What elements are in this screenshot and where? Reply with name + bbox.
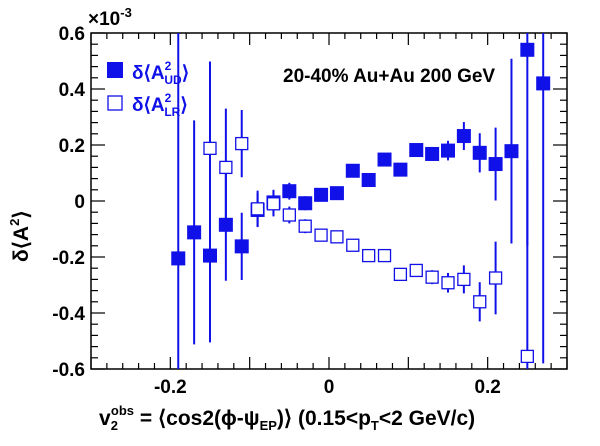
data-point-lr	[409, 263, 423, 278]
data-point-lr	[314, 228, 328, 242]
legend: δ⟨A2 UD⟩ δ⟨A2 LR⟩	[107, 59, 189, 119]
data-point-lr	[346, 238, 360, 252]
y-tick-label: -0.2	[52, 248, 85, 269]
data-point-lr	[298, 219, 312, 233]
data-point-lr	[457, 272, 471, 287]
y-axis-title: δ⟨A2⟩	[7, 210, 33, 262]
legend-marker-ud	[107, 62, 123, 78]
y-tick-label: -0.4	[52, 304, 85, 325]
data-point-ud	[393, 162, 408, 177]
data-point-ud	[345, 163, 360, 178]
data-point-ud	[488, 157, 503, 172]
data-point-ud	[377, 152, 392, 167]
data-point-ud	[171, 251, 186, 266]
data-point-ud	[456, 129, 471, 144]
x-tick-label: -0.2	[154, 377, 187, 398]
data-layer	[171, 33, 551, 369]
data-point-ud	[187, 225, 202, 240]
data-point-lr	[203, 141, 217, 156]
legend-label-lr: δ⟨A2 LR⟩	[132, 91, 188, 119]
x-tick-label: 0	[324, 377, 335, 398]
data-point-ud	[504, 144, 519, 159]
data-point-ud	[361, 173, 376, 187]
data-point-lr	[441, 276, 455, 290]
data-point-ud	[409, 143, 424, 158]
data-point-ud	[520, 42, 535, 57]
data-point-lr	[250, 202, 265, 216]
data-point-ud	[298, 196, 313, 211]
y-tick-label: 0	[74, 192, 85, 213]
data-point-ud	[472, 145, 487, 160]
data-point-ud	[282, 184, 297, 199]
data-point-lr	[235, 136, 249, 151]
data-point-lr	[393, 267, 408, 282]
legend-label-ud: δ⟨A2 UD⟩	[132, 59, 189, 87]
data-point-lr	[425, 270, 439, 284]
annotation: 20-40% Au+Au 200 GeV	[283, 66, 495, 87]
data-point-ud	[203, 248, 217, 263]
y-multiplier: ×10-3	[88, 5, 132, 30]
y-tick-label: -0.6	[52, 360, 85, 381]
legend-marker-lr	[107, 95, 123, 111]
y-tick-label: 0.4	[59, 80, 86, 101]
data-point-lr	[330, 230, 344, 244]
data-point-lr	[362, 248, 376, 263]
y-tick-label: 0.6	[59, 24, 85, 45]
data-point-lr	[219, 160, 233, 175]
y-tick-label: 0.2	[59, 136, 85, 157]
data-point-lr	[473, 295, 487, 309]
data-point-ud	[329, 186, 344, 201]
data-point-ud	[441, 143, 455, 158]
data-point-lr	[377, 248, 392, 263]
data-point-ud	[234, 239, 249, 254]
x-tick-label: 0.2	[474, 377, 500, 398]
x-axis-title: v2obs = ⟨cos2(ϕ-ψEP)⟩ (0.15<pT<2 GeV/c)	[99, 403, 475, 433]
data-point-ud	[314, 187, 329, 202]
data-point-lr	[520, 349, 534, 364]
data-point-ud	[536, 76, 551, 91]
data-point-lr	[488, 271, 503, 285]
axis-ticks: -0.2 0 0.2 -0.6 -0.4 -0.2 0 0.2 0.4 0.6	[52, 24, 568, 398]
data-point-lr	[266, 197, 281, 211]
data-point-ud	[425, 146, 440, 161]
data-point-lr	[282, 208, 296, 222]
